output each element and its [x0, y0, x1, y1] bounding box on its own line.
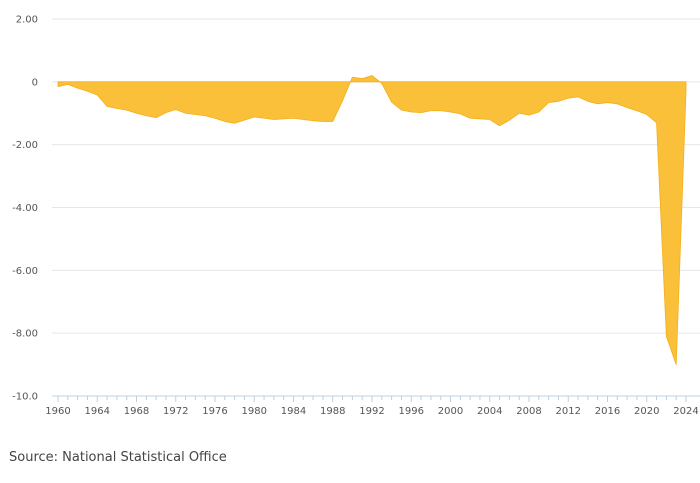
x-tick-label: 2008: [516, 406, 541, 417]
x-tick-label: 1980: [242, 406, 267, 417]
x-tick-label: 1964: [85, 406, 110, 417]
x-axis: [52, 395, 700, 402]
x-axis-tick-labels: 1960 1964 1968 1972 1976 1980 1984 1988 1992 1996…: [45, 406, 698, 417]
y-tick-label: -6.00: [12, 266, 38, 277]
x-tick-label: 2000: [438, 406, 463, 417]
source-note: Source: National Statistical Office: [9, 450, 227, 465]
y-tick-label: -10.0: [12, 392, 38, 403]
y-tick-label: -8.00: [12, 329, 38, 340]
x-tick-label: 1968: [124, 406, 149, 417]
x-tick-label: 1992: [359, 406, 384, 417]
x-tick-label: 2020: [634, 406, 659, 417]
x-tick-label: 1976: [202, 406, 227, 417]
y-axis-tick-labels: 2.00 0 -2.00 -4.00 -6.00 -8.00 -10.0: [12, 15, 38, 403]
area-series: [57, 75, 687, 365]
y-tick-label: -2.00: [12, 140, 38, 151]
x-tick-label: 2004: [477, 406, 502, 417]
y-tick-label: 0: [32, 77, 38, 88]
x-tick-label: 2016: [595, 406, 620, 417]
x-tick-label: 2012: [556, 406, 581, 417]
y-tick-label: 2.00: [16, 15, 38, 26]
x-tick-label: 2024: [673, 406, 698, 417]
x-tick-label: 1996: [399, 406, 424, 417]
y-tick-label: -4.00: [12, 203, 38, 214]
x-tick-label: 1960: [45, 406, 70, 417]
gridlines: [52, 18, 700, 397]
x-tick-label: 1988: [320, 406, 345, 417]
x-tick-label: 1984: [281, 406, 306, 417]
x-tick-label: 1972: [163, 406, 188, 417]
area-fill: [57, 75, 687, 365]
